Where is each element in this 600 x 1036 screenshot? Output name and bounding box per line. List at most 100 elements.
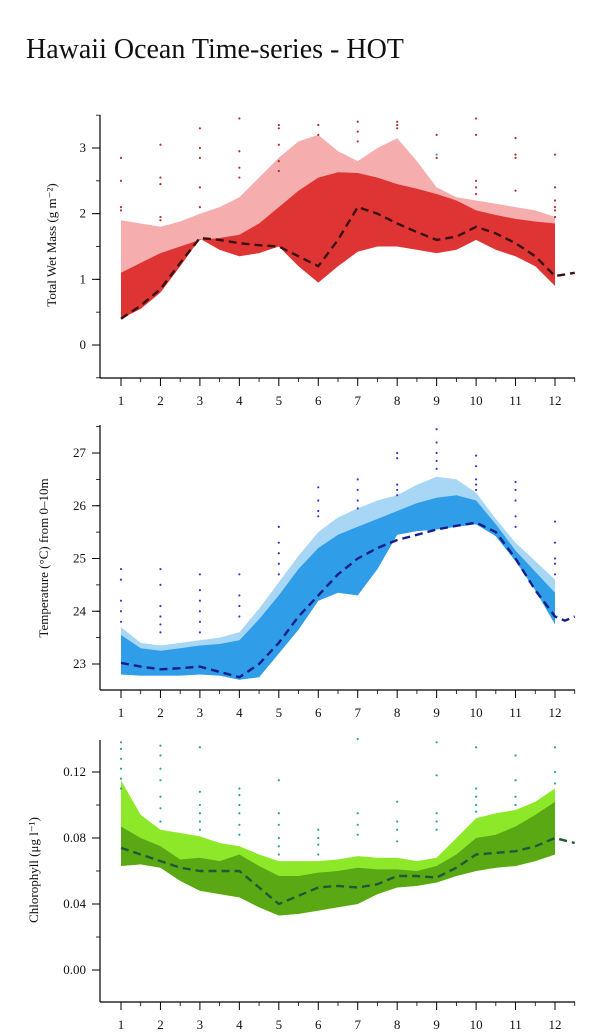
data-point (356, 812, 359, 815)
data-point (356, 833, 359, 836)
data-point (159, 795, 162, 798)
data-point (474, 117, 478, 120)
data-point (198, 156, 202, 159)
data-point (317, 843, 320, 846)
median-line (120, 836, 575, 906)
data-point (435, 133, 438, 136)
data-point (277, 779, 280, 782)
data-point (553, 153, 557, 156)
x-tick-label: 10 (470, 705, 483, 720)
data-point (514, 754, 517, 757)
data-point (396, 451, 399, 455)
data-point (553, 186, 557, 189)
data-point (238, 150, 241, 153)
data-point (435, 428, 438, 431)
data-point (474, 454, 478, 457)
data-point (553, 782, 557, 785)
data-point (396, 820, 399, 823)
data-point (553, 541, 557, 544)
data-point (356, 140, 359, 143)
data-point (435, 774, 438, 777)
y-tick-label: 0.08 (63, 830, 86, 845)
x-tick-label: 6 (315, 1017, 322, 1032)
y-tick-label: 27 (73, 445, 87, 460)
data-point (396, 457, 399, 460)
data-point (277, 573, 280, 576)
data-point (356, 488, 359, 492)
y-tick-label: 26 (73, 498, 87, 513)
y-tick-label: 0.12 (63, 764, 86, 779)
data-point (198, 631, 202, 634)
data-point (238, 803, 241, 807)
data-point (474, 810, 478, 813)
data-point (514, 153, 517, 156)
data-point (553, 562, 557, 565)
data-point (514, 137, 517, 140)
data-point (317, 828, 320, 831)
data-point (119, 747, 123, 751)
y-tick-label: 0 (80, 337, 87, 352)
data-point (474, 488, 478, 492)
data-point (159, 219, 162, 222)
data-point (277, 812, 280, 815)
data-point (356, 507, 359, 510)
data-point (238, 615, 241, 618)
x-tick-label: 2 (157, 1017, 164, 1032)
data-point (514, 156, 517, 159)
data-point (396, 828, 399, 831)
data-point (238, 833, 241, 836)
data-point (474, 787, 478, 790)
data-point (159, 583, 162, 586)
data-point (159, 820, 162, 823)
data-point (159, 767, 162, 770)
data-point (238, 594, 241, 597)
x-tick-label: 12 (549, 705, 562, 720)
x-tick-label: 12 (549, 393, 562, 408)
data-point (198, 589, 202, 592)
x-tick-label: 9 (433, 393, 440, 408)
data-point (238, 604, 241, 608)
data-point (277, 143, 280, 146)
data-point (119, 578, 123, 581)
x-tick-label: 7 (354, 393, 361, 408)
y-axis-label: Temperature (°C) from 0–10m (36, 478, 51, 637)
data-point (356, 478, 359, 481)
data-point (396, 840, 399, 843)
x-tick-label: 8 (394, 705, 401, 720)
data-point (159, 623, 162, 626)
x-tick-label: 2 (157, 705, 164, 720)
x-tick-label: 1 (118, 1017, 125, 1032)
data-point (435, 156, 438, 159)
data-point (553, 209, 557, 212)
chlorophyll-panel: 0.000.040.080.121 2 3 4 5 6 7 8 9 10 11 12Chlorophy… (26, 737, 576, 1032)
median-line (120, 521, 576, 679)
data-point (119, 567, 123, 571)
data-point (119, 179, 123, 182)
data-point (435, 451, 438, 455)
x-tick-label: 5 (276, 393, 283, 408)
data-point (435, 828, 438, 831)
x-tick-label: 12 (549, 1017, 562, 1032)
data-point (396, 483, 399, 486)
data-point (514, 525, 517, 528)
data-point (435, 467, 438, 470)
data-point (553, 520, 557, 523)
y-tick-label: 23 (73, 656, 86, 671)
x-tick-label: 11 (509, 393, 522, 408)
y-axis-label: Chlorophyll (μg l⁻¹) (26, 817, 41, 923)
data-point (198, 620, 202, 623)
data-point (198, 790, 202, 793)
data-point (553, 557, 557, 560)
data-point (317, 486, 320, 489)
data-point (119, 757, 123, 760)
data-point (198, 186, 202, 189)
data-point (238, 176, 241, 179)
data-point (356, 737, 359, 741)
data-point (514, 795, 517, 798)
data-point (474, 746, 478, 749)
data-point (514, 488, 517, 492)
data-point (553, 573, 557, 576)
data-point (238, 573, 241, 576)
